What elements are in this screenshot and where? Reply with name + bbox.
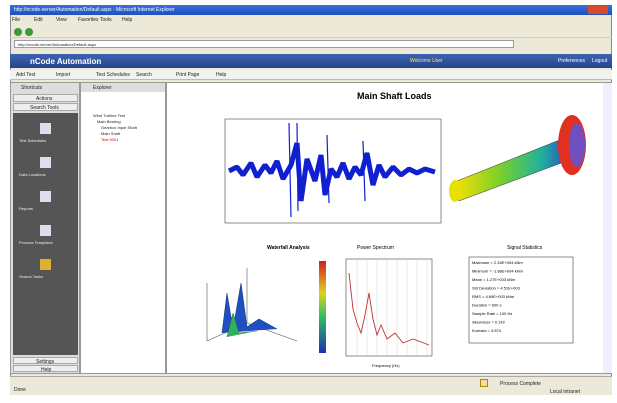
tree-item[interactable]: Test 0001	[101, 137, 118, 142]
app-title: nCode Automation	[30, 57, 101, 66]
tab[interactable]: Help	[41, 367, 51, 373]
shortcut-label[interactable]: Process Templates	[19, 240, 53, 245]
shortcut-icon[interactable]	[40, 157, 51, 168]
menu-item[interactable]: Tools	[100, 17, 112, 23]
address-text: http://ncode-server/Automation/Default.a…	[18, 42, 96, 47]
sidebar-panel: Test Schedules Data Locations Reports Proce…	[13, 113, 78, 355]
plot-title: Power Spectrum	[357, 245, 394, 251]
plot-title: Waterfall Analysis	[267, 245, 310, 251]
menu-item[interactable]: Favorites	[78, 17, 99, 23]
sidebar: Shortcuts Actions Search Tools Test Sche…	[10, 82, 80, 374]
stat-line: Duration = 600 s	[472, 303, 501, 308]
stat-line: RMS = 4.69E+003 kNm	[472, 294, 515, 299]
stat-line: Maximum = 2.34E+004 kNm	[472, 260, 523, 265]
status-text: Done	[14, 387, 26, 393]
app-header: nCode Automation Welcome User Preference…	[10, 54, 612, 68]
toolbar-button[interactable]: Help	[216, 72, 226, 78]
menu-item[interactable]: View	[56, 17, 67, 23]
shortcut-label[interactable]: Search Tasks	[19, 274, 43, 279]
report-graphics: Waterfall Analysis Power Spectrum Signal…	[167, 83, 603, 373]
toolbar-button[interactable]: Test Schedules	[96, 72, 130, 78]
close-button[interactable]	[588, 6, 608, 14]
app-toolbar: Add Test Import Test Schedules Search Print …	[10, 70, 612, 80]
shortcut-label[interactable]: Data Locations	[19, 172, 46, 177]
shortcut-label[interactable]: Reports	[19, 206, 33, 211]
toolbar	[10, 26, 612, 38]
toolbar-button[interactable]: Add Test	[16, 72, 35, 78]
stat-line: Skewness = 0.142	[472, 320, 506, 325]
status-area: Done Process Complete Local intranet	[10, 376, 612, 395]
stat-line: Std Deviation = 4.51E+003	[472, 286, 521, 291]
toolbar-button[interactable]: Search	[136, 72, 152, 78]
tree-header: Explorer	[93, 85, 112, 91]
menu-item[interactable]: File	[12, 17, 20, 23]
tree-item[interactable]: Main Bearing	[97, 119, 121, 124]
stat-line: Sample Rate = 100 Hz	[472, 311, 512, 316]
stat-line: Mean = 1.27E+003 kNm	[472, 277, 516, 282]
tab[interactable]: Actions	[36, 96, 52, 102]
shortcut-icon[interactable]	[40, 191, 51, 202]
content-panel: Main Shaft Loads Waterfall Analysis Powe…	[166, 82, 612, 374]
shortcut-label[interactable]: Test Schedules	[19, 138, 46, 143]
shortcut-icon[interactable]	[40, 259, 51, 270]
menu-item[interactable]: Help	[122, 17, 132, 23]
plot-title: Signal Statistics	[507, 245, 543, 251]
menu-item[interactable]: Edit	[34, 17, 43, 23]
axis-label: Frequency (Hz)	[372, 363, 400, 368]
header-link[interactable]: Logout	[592, 58, 607, 64]
address-bar[interactable]: http://ncode-server/Automation/Default.a…	[14, 40, 514, 48]
tree-item[interactable]: Main Shaft	[101, 131, 120, 136]
title-bar: http://ncode-server/Automation/Default.a…	[10, 5, 612, 15]
shortcut-icon[interactable]	[40, 123, 51, 134]
user-name: Welcome User	[410, 58, 443, 64]
stat-line: Minimum = -1.86E+004 kNm	[472, 269, 524, 274]
scrollbar[interactable]	[603, 83, 612, 373]
shortcut-icon[interactable]	[40, 225, 51, 236]
tree-item[interactable]: Gearbox Input Shaft	[101, 125, 137, 130]
toolbar-button[interactable]: Import	[56, 72, 70, 78]
screenshot: http://ncode-server/Automation/Default.a…	[0, 0, 617, 403]
toolbar-button[interactable]: Print Page	[176, 72, 199, 78]
tree-item[interactable]: Wind Turbine Test	[93, 113, 125, 118]
status-zone: Local intranet	[550, 389, 580, 395]
header-link[interactable]: Preferences	[558, 58, 585, 64]
stat-line: Kurtosis = 3.874	[472, 328, 502, 333]
status-notice: Process Complete	[500, 381, 541, 387]
window-title: http://ncode-server/Automation/Default.a…	[14, 7, 175, 13]
notice-icon	[480, 379, 488, 387]
tab[interactable]: Search Tools	[30, 105, 59, 111]
sidebar-header: Shortcuts	[21, 85, 42, 91]
